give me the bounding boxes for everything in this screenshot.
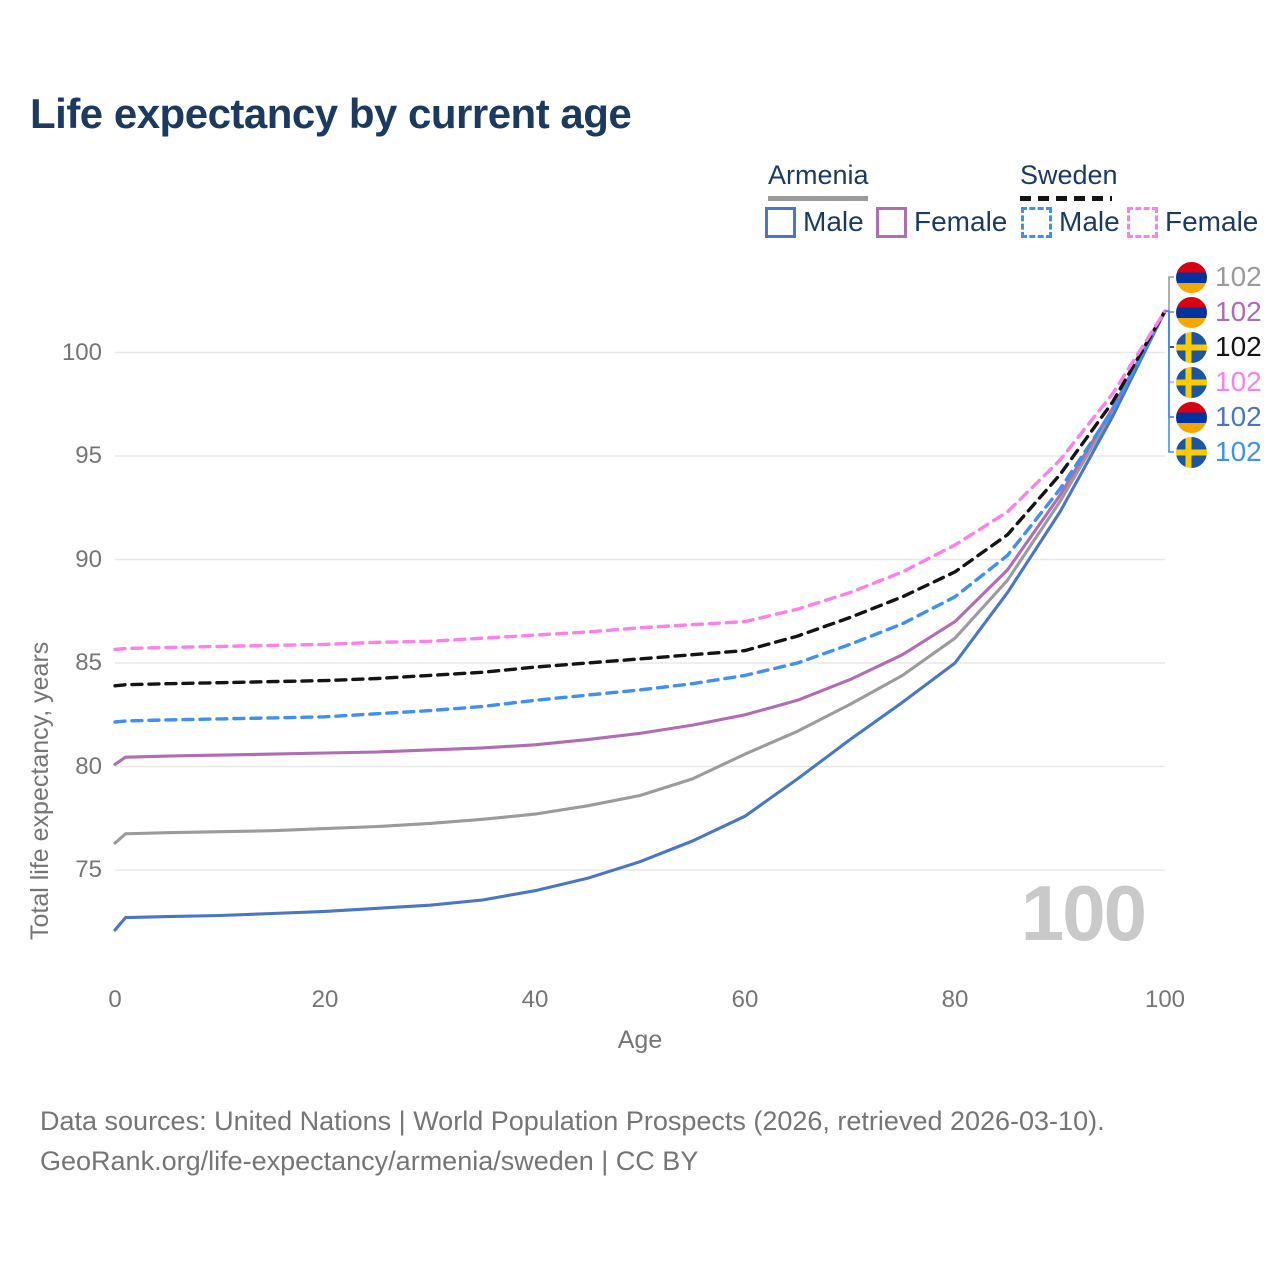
end-label-armenia-total: 102 xyxy=(1176,261,1262,293)
end-label-sweden-male: 102 xyxy=(1176,436,1262,468)
legend-item-armenia-male[interactable]: Male xyxy=(765,206,864,238)
legend-swatch[interactable] xyxy=(765,206,796,238)
x-tick-80: 80 xyxy=(941,986,969,1013)
x-tick-60: 60 xyxy=(731,986,759,1013)
end-label-value: 102 xyxy=(1215,401,1262,432)
y-tick-95: 95 xyxy=(75,442,102,469)
sweden-flag-icon xyxy=(1176,436,1207,468)
end-label-sweden-total: 102 xyxy=(1176,331,1262,363)
armenia-flag-icon xyxy=(1176,401,1207,433)
x-tick-40: 40 xyxy=(521,986,549,1013)
legend-swatch[interactable] xyxy=(1127,206,1158,238)
series-line-sweden-female[interactable] xyxy=(113,309,1167,652)
y-tick-80: 80 xyxy=(75,752,102,780)
y-axis-title: Total life expectancy, years xyxy=(26,641,54,940)
series-line-armenia-male[interactable] xyxy=(113,309,1167,932)
end-label-value: 102 xyxy=(1215,366,1262,397)
x-axis-title: Age xyxy=(617,1026,663,1054)
sweden-flag-icon xyxy=(1176,366,1207,398)
series-line-sweden-total[interactable] xyxy=(113,309,1167,688)
armenia-flag-icon xyxy=(1176,296,1207,328)
legend-swatch[interactable] xyxy=(1021,206,1052,238)
end-label-value: 102 xyxy=(1215,261,1262,292)
x-tick-20: 20 xyxy=(311,986,339,1013)
legend-swatch[interactable] xyxy=(876,206,907,238)
end-label-connector-sweden-male xyxy=(1165,310,1174,453)
hover-age-watermark: 100 xyxy=(1020,869,1147,957)
y-tick-100: 100 xyxy=(61,338,102,366)
legend-group-armenia[interactable]: Armenia xyxy=(768,160,869,190)
armenia-flag-icon xyxy=(1176,261,1207,293)
legend-item-label: Male xyxy=(803,206,864,237)
end-label-value: 102 xyxy=(1215,331,1262,362)
end-label-value: 102 xyxy=(1215,296,1262,327)
series-line-sweden-male[interactable] xyxy=(113,309,1167,724)
end-label-sweden-female: 102 xyxy=(1176,366,1262,398)
legend-underline-armenia xyxy=(768,196,868,201)
footer-sources: Data sources: United Nations | World Pop… xyxy=(40,1106,1105,1136)
y-tick-85: 85 xyxy=(75,649,102,676)
legend-group-sweden[interactable]: Sweden xyxy=(1020,160,1118,190)
x-tick-0: 0 xyxy=(108,986,122,1013)
legend-item-label: Male xyxy=(1059,206,1120,237)
end-label-connector-armenia-total xyxy=(1165,276,1174,312)
page-title: Life expectancy by current age xyxy=(30,90,632,137)
sweden-flag-icon xyxy=(1176,331,1207,363)
end-label-value: 102 xyxy=(1215,436,1262,467)
legend-item-sweden-male[interactable]: Male xyxy=(1021,206,1120,238)
legend-underline-sweden xyxy=(1020,196,1112,201)
end-label-armenia-female: 102 xyxy=(1176,296,1262,328)
y-tick-90: 90 xyxy=(75,545,102,573)
legend-item-label: Female xyxy=(914,206,1008,237)
legend-item-armenia-female[interactable]: Female xyxy=(876,206,1007,238)
x-tick-100: 100 xyxy=(1144,986,1186,1013)
footer-attribution: GeoRank.org/life-expectancy/armenia/swed… xyxy=(40,1146,699,1176)
legend-item-label: Female xyxy=(1165,206,1259,237)
legend-item-sweden-female[interactable]: Female xyxy=(1127,206,1258,238)
series-line-armenia-female[interactable] xyxy=(113,309,1167,766)
series-line-armenia-total[interactable] xyxy=(113,309,1167,845)
y-tick-75: 75 xyxy=(75,856,102,883)
end-label-armenia-male: 102 xyxy=(1176,401,1262,433)
